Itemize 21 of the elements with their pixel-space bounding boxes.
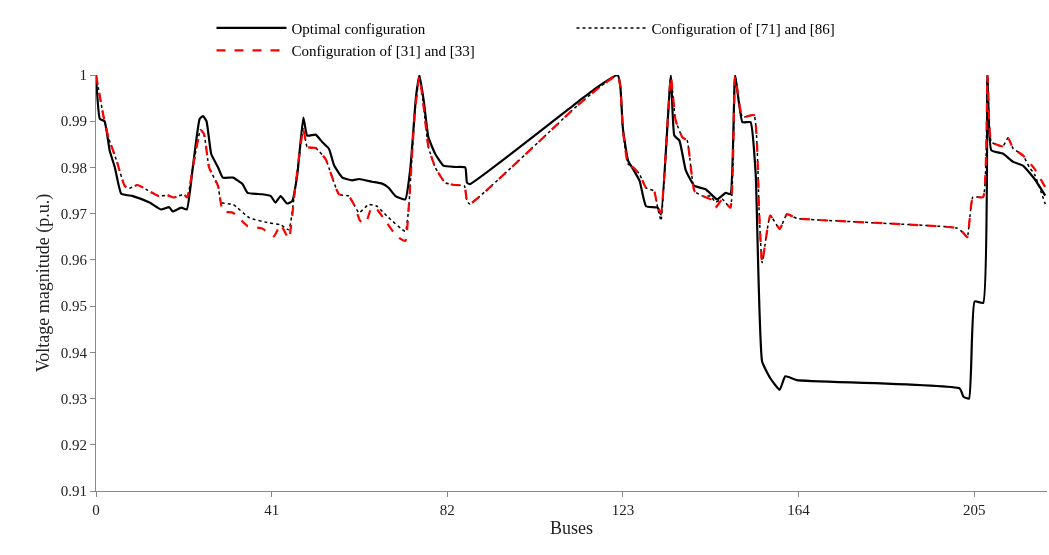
x-tick-label: 205 (962, 502, 986, 518)
x-tick-label: 82 (439, 502, 455, 518)
y-tick-label: 0.93 (60, 390, 87, 407)
y-tick-label: 0.91 (60, 483, 87, 500)
legend-label: Optimal configuration (291, 20, 426, 37)
y-tick-label: 0.99 (60, 113, 87, 130)
y-tick-label: 0.98 (60, 159, 87, 176)
x-tick-label: 123 (611, 502, 635, 518)
y-tick-label: 0.96 (60, 252, 88, 269)
x-tick-label: 164 (787, 502, 811, 518)
y-tick-label: 0.95 (60, 298, 87, 315)
legend-label: Configuration of [71] and [86] (651, 20, 835, 37)
y-axis-title: Voltage magnitude (p.u.) (32, 193, 54, 373)
x-axis-title: Buses (549, 518, 594, 539)
legend-label: Configuration of [31] and [33] (291, 43, 475, 60)
y-tick-label: 1 (79, 67, 87, 84)
y-tick-label: 0.94 (60, 344, 88, 361)
x-tick-label: 0 (92, 502, 100, 518)
y-tick-label: 0.97 (60, 205, 88, 222)
x-tick-label: 41 (264, 502, 280, 518)
y-tick-label: 0.92 (60, 437, 87, 454)
